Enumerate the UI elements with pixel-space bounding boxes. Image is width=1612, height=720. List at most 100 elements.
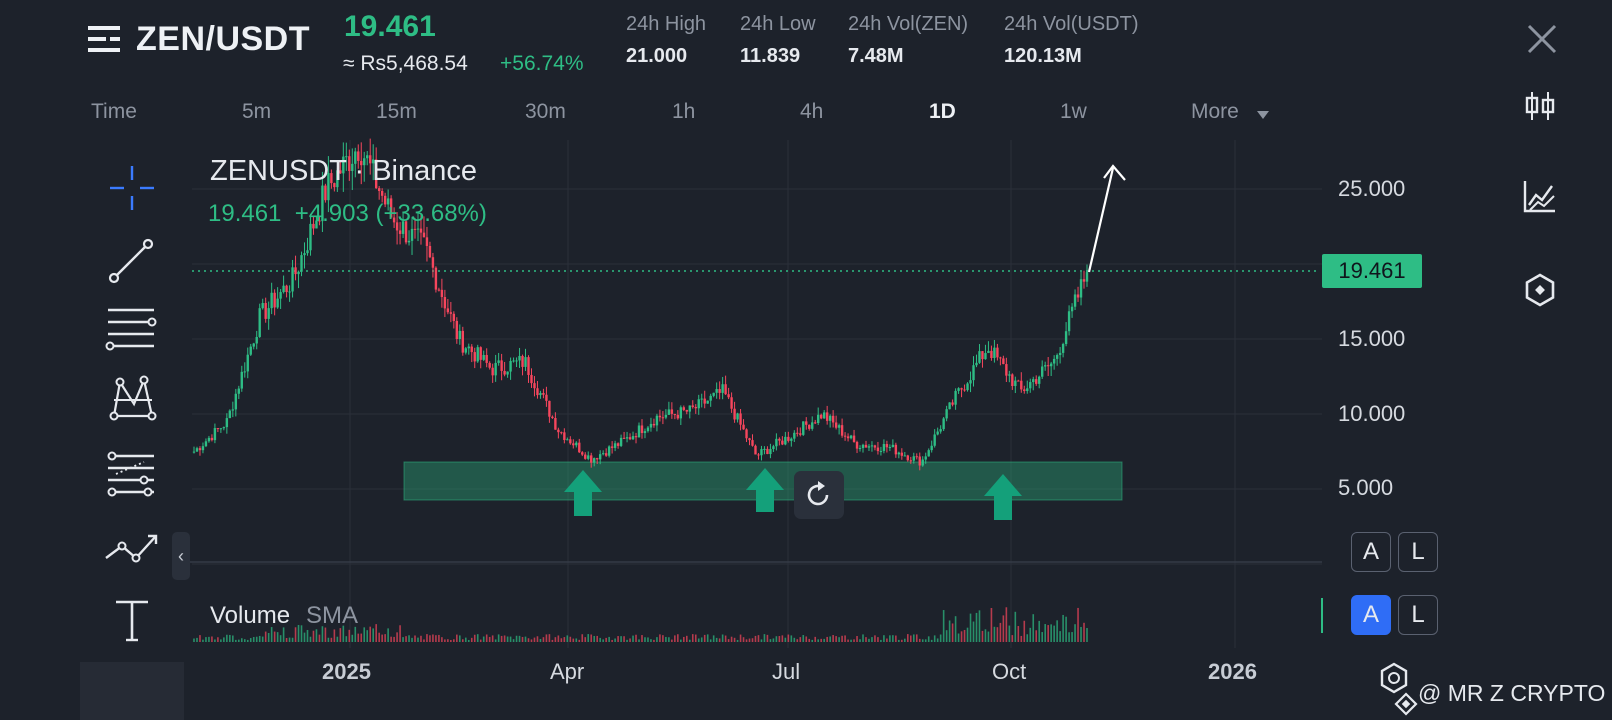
stat-24h-high-value: 21.000 xyxy=(626,45,688,67)
volume-bar xyxy=(1017,626,1020,642)
toolbar-more-stub[interactable] xyxy=(80,662,184,720)
volume-bar xyxy=(279,635,282,642)
candle-body xyxy=(318,220,321,222)
candle-body xyxy=(772,446,775,450)
close-icon[interactable] xyxy=(1525,22,1559,56)
candle-body xyxy=(509,360,512,372)
tab-5m[interactable]: 5m xyxy=(242,100,272,123)
volume-bar xyxy=(829,636,831,642)
candle-body xyxy=(309,223,312,251)
candle-body xyxy=(828,415,832,421)
candle-body xyxy=(324,185,327,201)
candle-body xyxy=(389,198,393,218)
candles xyxy=(192,138,1089,471)
volume-bar xyxy=(1065,616,1067,642)
polyline-icon[interactable] xyxy=(104,520,160,576)
tab-time[interactable]: Time xyxy=(91,100,137,123)
volume-bar xyxy=(945,630,948,642)
volume-bar xyxy=(387,628,389,642)
volume-bar xyxy=(1083,622,1085,642)
tab-4h[interactable]: 4h xyxy=(800,100,824,123)
volume-bars xyxy=(193,607,1088,642)
volume-bar xyxy=(473,634,476,642)
volume-bar xyxy=(476,634,479,642)
candle-body xyxy=(754,445,757,455)
candle-body xyxy=(694,406,697,409)
log-scale-button[interactable]: L xyxy=(1398,532,1438,572)
volume-bar xyxy=(614,638,616,642)
candle-body xyxy=(276,298,279,308)
crosshair-icon[interactable] xyxy=(104,160,160,216)
volume-bar xyxy=(853,639,855,642)
trend-line-icon[interactable] xyxy=(104,234,160,290)
collapse-toolbar-button[interactable]: ‹ xyxy=(172,532,190,580)
candle-body xyxy=(598,454,602,460)
volume-bar xyxy=(315,629,318,642)
volume-log-scale-button[interactable]: L xyxy=(1398,595,1438,635)
hexagon-settings-icon[interactable] xyxy=(1522,272,1558,308)
support-arrow-sep xyxy=(984,474,1022,520)
candle-body xyxy=(814,422,817,424)
candle-body xyxy=(464,348,467,353)
volume-bar xyxy=(240,638,243,642)
candlestick-icon[interactable] xyxy=(1522,88,1558,124)
volume-bar xyxy=(453,639,455,642)
indicator-chart-icon[interactable] xyxy=(1522,178,1558,214)
volume-bar xyxy=(318,634,321,642)
candle-body xyxy=(873,445,877,448)
candle-body xyxy=(518,355,521,361)
reset-chart-icon[interactable] xyxy=(794,471,844,519)
candle-body xyxy=(240,371,243,389)
volume-bar xyxy=(285,637,288,642)
volume-bar xyxy=(411,637,413,642)
tab-1h[interactable]: 1h xyxy=(672,100,696,123)
tab-more[interactable]: More xyxy=(1191,100,1239,123)
volume-bar xyxy=(267,632,270,642)
volume-bar xyxy=(754,635,757,642)
candle-body xyxy=(452,313,456,321)
candle-body xyxy=(470,346,473,353)
candle-body xyxy=(1076,294,1080,298)
volume-bar xyxy=(626,639,628,642)
volume-bar xyxy=(805,636,808,642)
volume-bar xyxy=(1035,630,1038,642)
candle-body xyxy=(906,455,910,461)
volume-bar xyxy=(503,635,506,642)
menu-list-icon[interactable] xyxy=(88,24,120,54)
volume-bar xyxy=(1032,614,1035,642)
pair-title[interactable]: ZEN/USDT xyxy=(136,20,310,58)
pattern-icon[interactable] xyxy=(104,374,160,430)
volume-bar xyxy=(638,639,640,642)
tab-1w[interactable]: 1w xyxy=(1060,100,1087,123)
volume-bar xyxy=(871,637,873,642)
candle-body xyxy=(1049,363,1053,367)
candle-body xyxy=(264,303,267,319)
candle-body xyxy=(234,393,238,410)
volume-auto-scale-button[interactable]: A xyxy=(1351,595,1391,635)
candle-body xyxy=(999,357,1002,359)
volume-bar xyxy=(1011,635,1014,642)
volume-bar xyxy=(656,637,658,642)
tab-30m[interactable]: 30m xyxy=(525,100,566,123)
volume-bar xyxy=(874,635,876,642)
candle-body xyxy=(825,412,829,421)
auto-scale-button[interactable]: A xyxy=(1351,532,1391,572)
tab-1d[interactable]: 1D xyxy=(929,100,956,123)
volume-bar xyxy=(414,635,416,642)
candle-body xyxy=(987,350,990,354)
candle-body xyxy=(670,409,674,414)
candle-body xyxy=(443,297,447,309)
candle-body xyxy=(539,392,542,396)
volume-bar xyxy=(1059,631,1061,642)
text-tool-icon[interactable] xyxy=(104,594,160,650)
volume-bar xyxy=(378,632,380,642)
volume-bar xyxy=(327,637,330,642)
horizontal-lines-icon[interactable] xyxy=(104,302,160,358)
volume-bar xyxy=(408,635,410,642)
candle-body xyxy=(766,448,769,455)
fib-levels-icon[interactable] xyxy=(104,448,160,504)
tab-15m[interactable]: 15m xyxy=(376,100,417,123)
volume-bar xyxy=(856,636,858,642)
volume-bar xyxy=(384,634,386,642)
